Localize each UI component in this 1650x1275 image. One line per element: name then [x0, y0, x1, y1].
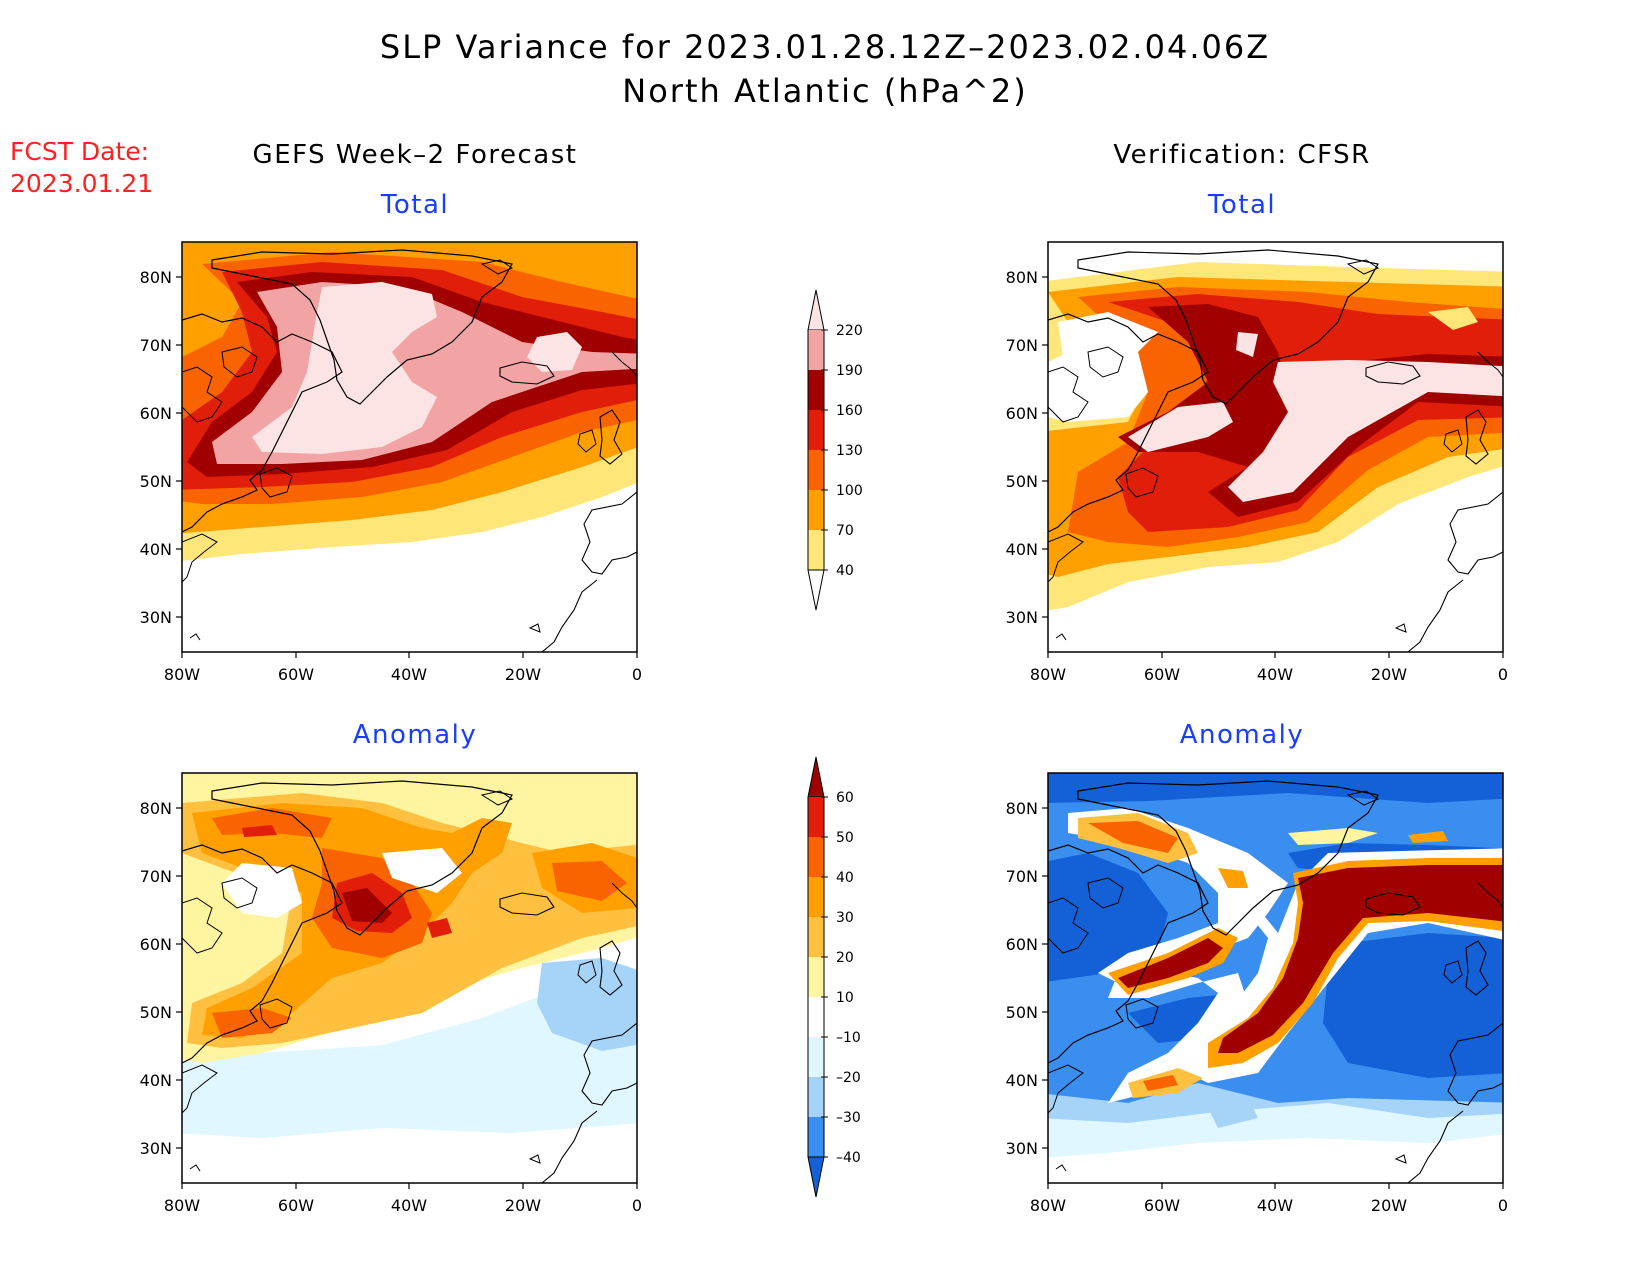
lat-tick-label: 30N	[1006, 1139, 1038, 1158]
lat-tick-label: 60N	[1006, 404, 1038, 423]
colorbar-segment	[808, 837, 824, 877]
colorbar-label: 70	[836, 523, 854, 539]
colorbar-bottom-arrow	[807, 1156, 825, 1198]
lat-tick-label: 60N	[140, 935, 172, 954]
fcst-date-block: FCST Date: 2023.01.21	[10, 136, 153, 200]
main-title-line2: North Atlantic (hPa^2)	[622, 72, 1028, 110]
fcst-date-label: FCST Date:	[10, 137, 150, 166]
colorbar-label: 100	[836, 483, 863, 499]
colorbar-label: 160	[836, 403, 863, 419]
right-column-title: Verification: CFSR	[1113, 140, 1371, 170]
lat-tick-label: 40N	[1006, 1071, 1038, 1090]
lat-tick-label: 50N	[1006, 1003, 1038, 1022]
lat-tick-label: 40N	[140, 540, 172, 559]
lon-tick-label: 40W	[1257, 1196, 1293, 1215]
colorbar-label: 130	[836, 443, 863, 459]
lat-tick-label: 60N	[140, 404, 172, 423]
colorbar-top-arrow	[807, 289, 825, 331]
lon-tick-label: 20W	[505, 1196, 541, 1215]
lon-tick-label: 20W	[1371, 665, 1407, 684]
panel-title-anomaly-left: Anomaly	[352, 720, 478, 750]
lon-tick-label: 60W	[1144, 1196, 1180, 1215]
lat-tick-label: 80N	[140, 799, 172, 818]
lat-tick-label: 80N	[1006, 268, 1038, 287]
panel-title-total-right: Total	[1207, 190, 1277, 220]
colorbar-label: –30	[836, 1110, 861, 1126]
colorbar-anomaly: 60 50 40 30 20 10 –10 –20 –30 –40	[807, 756, 861, 1198]
colorbar-label: 20	[836, 950, 854, 966]
lon-tick-label: 80W	[164, 1196, 200, 1215]
colorbar-label: 60	[836, 790, 854, 806]
lon-tick-label: 60W	[278, 665, 314, 684]
lat-tick-label: 30N	[1006, 608, 1038, 627]
colorbar-segment	[808, 917, 824, 957]
lon-tick-label: 80W	[1030, 1196, 1066, 1215]
fcst-date-value: 2023.01.21	[10, 169, 154, 198]
colorbar-segment	[808, 1117, 824, 1157]
lon-tick-label: 80W	[1030, 665, 1066, 684]
colorbar-label: 10	[836, 990, 854, 1006]
lat-tick-label: 80N	[1006, 799, 1038, 818]
colorbar-label: 40	[836, 870, 854, 886]
colorbar-segment	[808, 957, 824, 997]
colorbar-segment	[808, 1037, 824, 1077]
panel-title-anomaly-right: Anomaly	[1179, 720, 1305, 750]
colorbar-top-arrow	[807, 756, 825, 798]
lon-tick-label: 60W	[278, 1196, 314, 1215]
lon-tick-label: 20W	[505, 665, 541, 684]
lat-tick-label: 70N	[1006, 867, 1038, 886]
lon-tick-label: 0	[632, 665, 642, 684]
lon-tick-label: 0	[1498, 1196, 1508, 1215]
left-column-title: GEFS Week–2 Forecast	[252, 140, 578, 170]
lat-tick-label: 50N	[140, 472, 172, 491]
colorbar-label: –40	[836, 1150, 861, 1166]
cfsr-anomaly-map	[1047, 772, 1504, 1184]
lat-tick-label: 50N	[1006, 472, 1038, 491]
colorbar-segment	[808, 410, 824, 450]
colorbar-segment	[808, 490, 824, 530]
lon-tick-label: 80W	[164, 665, 200, 684]
lat-tick-label: 30N	[140, 1139, 172, 1158]
lat-tick-label: 80N	[140, 268, 172, 287]
colorbar-segment	[808, 997, 824, 1037]
lat-tick-label: 50N	[140, 1003, 172, 1022]
colorbar-segment	[808, 330, 824, 370]
lat-tick-label: 30N	[140, 608, 172, 627]
lat-tick-label: 40N	[140, 1071, 172, 1090]
lon-tick-label: 40W	[391, 1196, 427, 1215]
lat-tick-label: 40N	[1006, 540, 1038, 559]
gefs-anomaly-map	[181, 772, 638, 1184]
colorbar-label: 40	[836, 563, 854, 579]
colorbar-segment	[808, 530, 824, 570]
colorbar-label: 30	[836, 910, 854, 926]
colorbar-bottom-arrow	[807, 569, 825, 611]
colorbar-label: 220	[836, 323, 863, 339]
colorbar-segment	[808, 877, 824, 917]
colorbar-label: –10	[836, 1030, 861, 1046]
colorbar-segment	[808, 370, 824, 410]
axes-layer: 80N 70N 60N 50N 40N 30N 80W 60W 40W 20W 0 80N 70N 60N…	[140, 268, 1508, 1215]
lon-tick-label: 40W	[391, 665, 427, 684]
colorbar-segment	[808, 450, 824, 490]
lat-tick-label: 70N	[140, 336, 172, 355]
lon-tick-label: 0	[1498, 665, 1508, 684]
main-title-line1: SLP Variance for 2023.01.28.12Z–2023.02.…	[379, 28, 1271, 66]
lon-tick-label: 60W	[1144, 665, 1180, 684]
cfsr-total-map	[1047, 241, 1504, 653]
colorbar-segment	[808, 797, 824, 837]
colorbar-total: 220 190 160 130 100 70 40	[807, 289, 863, 611]
gefs-total-map	[181, 241, 638, 653]
colorbar-segment	[808, 1077, 824, 1117]
lon-tick-label: 0	[632, 1196, 642, 1215]
colorbar-label: –20	[836, 1070, 861, 1086]
lat-tick-label: 70N	[140, 867, 172, 886]
colorbar-label: 190	[836, 363, 863, 379]
colorbar-label: 50	[836, 830, 854, 846]
lon-tick-label: 40W	[1257, 665, 1293, 684]
panel-title-total-left: Total	[380, 190, 450, 220]
lat-tick-label: 60N	[1006, 935, 1038, 954]
lon-tick-label: 20W	[1371, 1196, 1407, 1215]
lat-tick-label: 70N	[1006, 336, 1038, 355]
